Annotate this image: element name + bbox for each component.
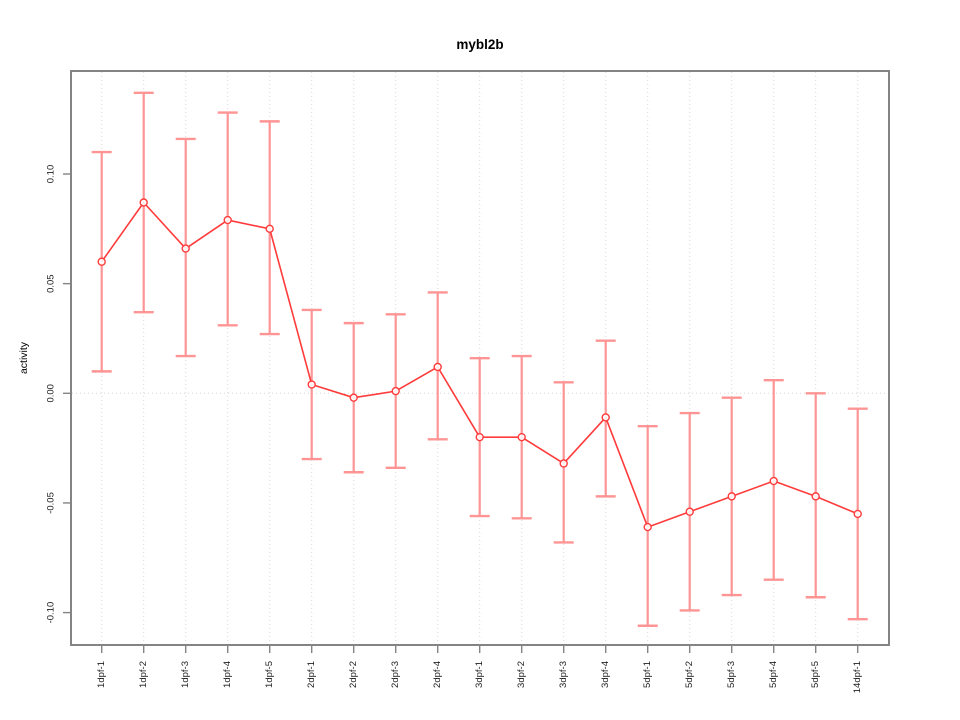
- x-tick-label: 5dpf-4: [768, 661, 779, 688]
- data-point-marker: [685, 507, 694, 516]
- x-tick-label: 1dpf-1: [96, 661, 107, 688]
- x-tick-label: 2dpf-2: [348, 661, 359, 688]
- x-tick-label: 5dpf-5: [810, 661, 821, 688]
- y-tick-label: -0.05: [46, 492, 57, 514]
- y-tick-label: -0.10: [46, 602, 57, 624]
- data-point-marker: [181, 244, 190, 253]
- plot-frame: [70, 70, 890, 646]
- y-axis-label: activity: [18, 341, 30, 374]
- data-point-marker: [853, 509, 862, 519]
- chart-title: mybl2b: [456, 37, 504, 52]
- x-tick-label: 3dpf-1: [474, 661, 485, 688]
- data-point-marker: [97, 257, 106, 266]
- x-tick-label: 1dpf-5: [264, 661, 275, 688]
- x-tick-label: 3dpf-3: [558, 661, 569, 688]
- plot-border: [70, 70, 890, 646]
- y-tick-label: 0.10: [46, 165, 57, 184]
- x-tick-label: 3dpf-2: [516, 661, 527, 688]
- x-tick-label: 1dpf-2: [138, 661, 149, 688]
- data-point-marker: [517, 432, 526, 442]
- data-point-marker: [391, 386, 400, 396]
- data-points: [97, 198, 862, 532]
- data-point-marker: [811, 492, 820, 501]
- data-point-marker: [307, 380, 316, 389]
- x-tick-label: 5dpf-2: [684, 661, 695, 688]
- x-tick-label: 5dpf-1: [642, 661, 653, 688]
- y-tick-labels: -0.10 -0.05 0.00 0.05 0.10: [46, 165, 57, 624]
- y-axis-title: activity: [18, 341, 30, 374]
- data-point-marker: [559, 459, 568, 468]
- x-tick-label: 14dpf-1: [852, 661, 863, 693]
- y-tick-label: 0.05: [46, 274, 57, 293]
- data-point-marker: [475, 432, 484, 442]
- data-point-marker: [727, 492, 736, 501]
- x-tick-label: 3dpf-4: [600, 661, 611, 688]
- data-point-marker: [349, 393, 358, 402]
- data-point-marker: [601, 413, 610, 422]
- x-tick-label: 5dpf-3: [726, 661, 737, 688]
- data-point-marker: [643, 522, 652, 532]
- x-tick-labels: 1dpf-1 1dpf-2 1dpf-3 1dpf-4 1dpf-5 2dpf-1 2dpf…: [96, 661, 863, 693]
- data-point-marker: [265, 224, 274, 234]
- data-point-marker: [433, 362, 442, 372]
- x-tick-label: 2dpf-1: [306, 661, 317, 688]
- data-point-marker: [223, 215, 232, 225]
- x-tick-label: 2dpf-4: [432, 661, 443, 688]
- data-point-marker: [139, 198, 148, 207]
- x-tick-label: 1dpf-3: [180, 661, 191, 688]
- data-point-marker: [769, 476, 778, 486]
- x-tick-label: 2dpf-3: [390, 661, 401, 688]
- x-tick-label: 1dpf-4: [222, 661, 233, 688]
- axis-ticks: [63, 173, 859, 653]
- y-tick-label: 0.00: [46, 384, 57, 403]
